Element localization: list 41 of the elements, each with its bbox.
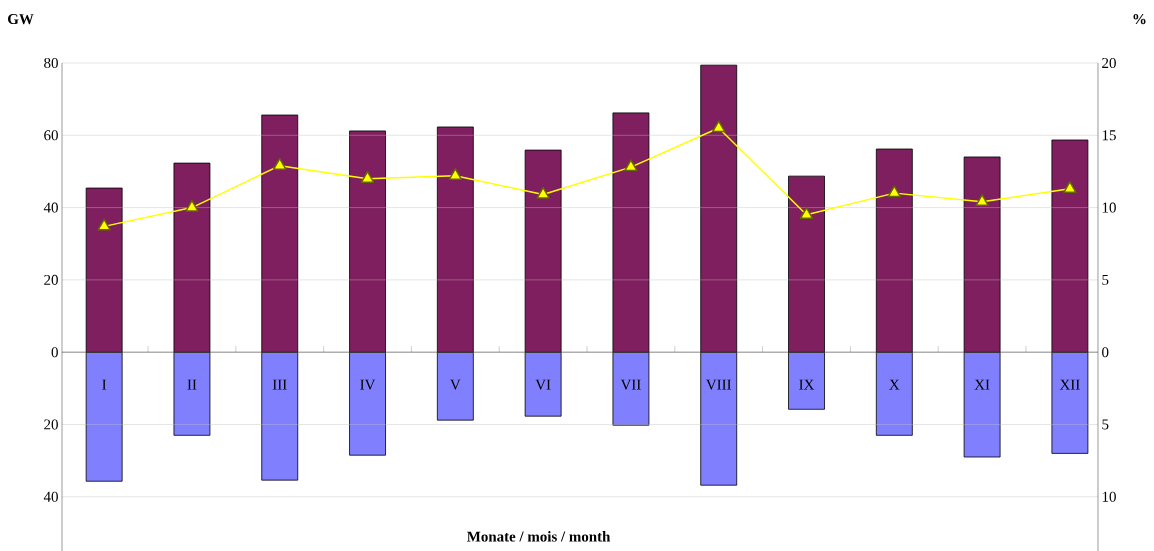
x-tick-label: VI xyxy=(535,379,551,390)
point xyxy=(711,120,726,133)
point xyxy=(448,167,463,180)
x-axis-title: Monate / mois / month xyxy=(467,531,611,542)
y-tick-label: 40 xyxy=(43,202,58,213)
x-tick-label: VIII xyxy=(706,379,732,390)
x-tick-label: XII xyxy=(1059,379,1080,390)
y-tick-label: 60 xyxy=(44,130,58,141)
x-tick-label: IV xyxy=(360,379,376,390)
y2-tick-label: 10 xyxy=(1102,491,1116,502)
point xyxy=(975,193,989,206)
y-tick-label: 20 xyxy=(44,419,58,430)
point xyxy=(799,207,814,219)
y-tick-label: 20 xyxy=(44,274,58,285)
y-tick-label: 0 xyxy=(51,347,58,358)
y-axis-title: GW xyxy=(8,13,34,25)
y2-tick-label: 5 xyxy=(1102,419,1109,430)
point xyxy=(887,185,902,198)
point xyxy=(272,157,287,170)
y2-tick-label: 10 xyxy=(1102,202,1116,213)
x-tick-label: VII xyxy=(620,379,641,390)
point xyxy=(624,159,638,172)
x-tick-label: IX xyxy=(799,379,815,390)
y-tick-label: 80 xyxy=(44,57,58,68)
point xyxy=(97,218,111,231)
x-tick-label: V xyxy=(450,379,461,390)
point xyxy=(536,186,550,199)
x-tick-label: X xyxy=(889,379,900,390)
y2-tick-label: 5 xyxy=(1102,274,1109,285)
x-tick-label: II xyxy=(187,379,197,390)
x-tick-label: I xyxy=(102,379,107,390)
x-tick-label: XI xyxy=(974,379,990,390)
point xyxy=(360,170,375,183)
y2-axis-title: % xyxy=(1133,13,1146,25)
point xyxy=(185,199,199,212)
y2-tick-label: 15 xyxy=(1102,130,1116,141)
y2-tick-label: 0 xyxy=(1102,347,1109,358)
y-tick-label: 40 xyxy=(43,491,58,502)
point xyxy=(1063,180,1077,193)
x-tick-label: III xyxy=(272,379,287,390)
y2-tick-label: 20 xyxy=(1102,57,1116,68)
